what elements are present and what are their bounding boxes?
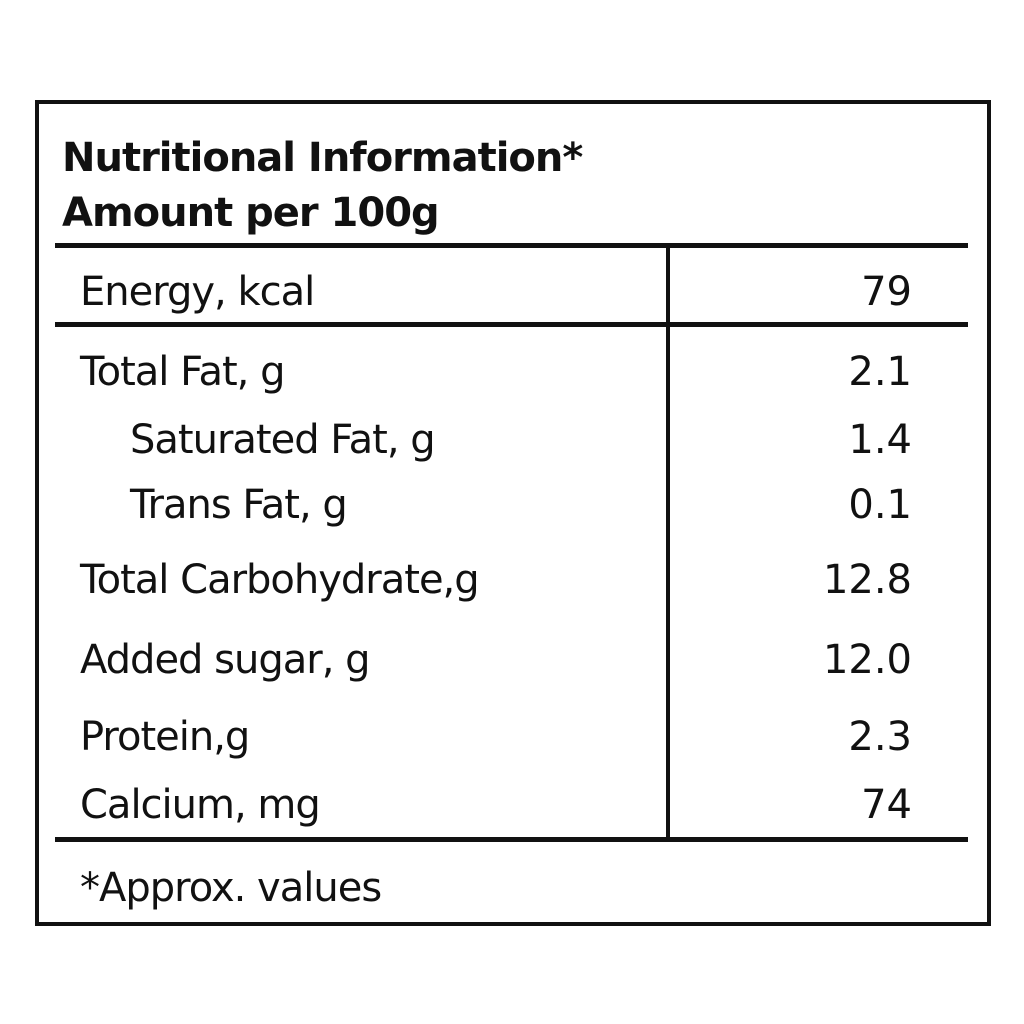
row-label: Total Carbohydrate,g (80, 557, 480, 603)
row-label: Calcium, mg (80, 782, 321, 828)
row-value: 0.1 (848, 482, 912, 528)
row-label: Trans Fat, g (130, 482, 348, 528)
label-border (35, 100, 991, 926)
row-value: 12.0 (822, 637, 912, 683)
rule (55, 243, 968, 248)
row-value: 79 (861, 269, 912, 315)
row-label: Saturated Fat, g (130, 417, 436, 463)
column-divider (666, 248, 670, 840)
rule (55, 837, 968, 842)
rule (55, 322, 968, 327)
row-label: Protein,g (80, 714, 250, 760)
row-value: 12.8 (822, 557, 912, 603)
row-value: 1.4 (848, 417, 912, 463)
row-label: Added sugar, g (80, 637, 371, 683)
title: Nutritional Information* (62, 135, 583, 181)
row-label: Total Fat, g (80, 349, 285, 395)
row-label: Energy, kcal (80, 269, 315, 315)
subtitle: Amount per 100g (62, 190, 440, 236)
row-value: 74 (861, 782, 912, 828)
row-value: 2.3 (848, 714, 912, 760)
row-value: 2.1 (848, 349, 912, 395)
footnote: *Approx. values (80, 865, 382, 911)
